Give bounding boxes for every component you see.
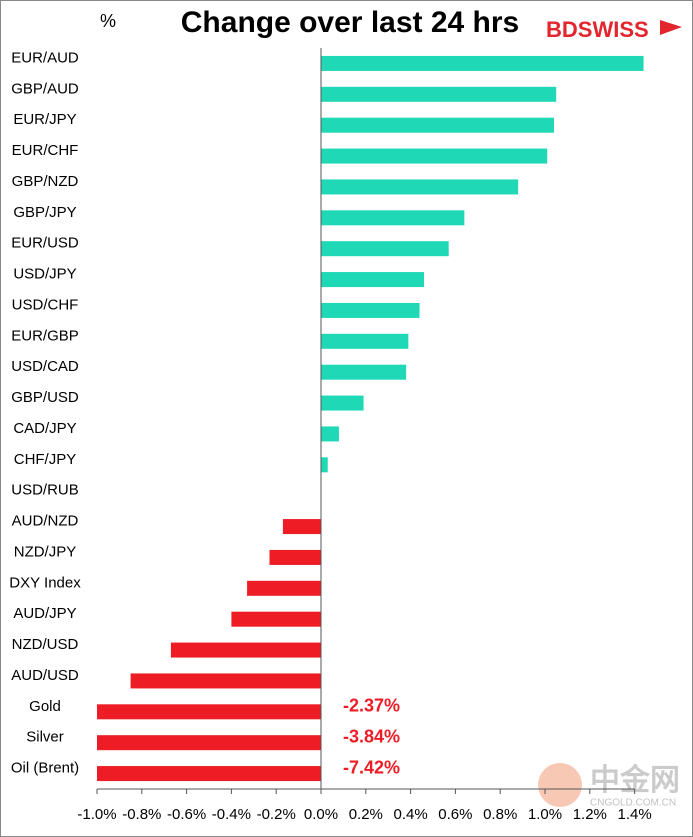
x-tick-label: -0.8% [122, 806, 161, 823]
bar [321, 426, 339, 442]
logo-mark [660, 20, 682, 35]
category-label: Oil (Brent) [11, 760, 79, 777]
category-label: USD/RUB [11, 482, 79, 499]
x-tick-label: 0.4% [393, 806, 427, 823]
x-tick-label: 0.0% [304, 806, 338, 823]
bar [321, 148, 548, 164]
category-label: EUR/CHF [12, 142, 79, 159]
chart-title: Change over last 24 hrs [181, 6, 519, 39]
bar [321, 457, 328, 473]
bar [321, 86, 557, 102]
category-label: Gold [29, 698, 61, 715]
category-label: GBP/NZD [12, 173, 79, 190]
bar [130, 673, 321, 689]
category-label: CHF/JPY [14, 451, 77, 468]
bar [97, 704, 321, 720]
category-label: NZD/JPY [14, 543, 77, 560]
x-tick-label: -1.0% [77, 806, 116, 823]
category-label: CAD/JPY [13, 420, 76, 437]
bar [321, 272, 425, 288]
bar [97, 735, 321, 751]
category-label: GBP/USD [11, 389, 79, 406]
bar [97, 766, 321, 782]
category-label: DXY Index [9, 574, 81, 591]
bar [231, 611, 321, 627]
category-label: Silver [26, 729, 64, 746]
value-label: -3.84% [343, 726, 400, 746]
bar [170, 642, 321, 658]
category-label: EUR/GBP [11, 327, 79, 344]
watermark-icon [538, 763, 582, 807]
plot-area [97, 55, 644, 782]
value-label: -2.37% [343, 696, 400, 716]
category-label: USD/JPY [13, 266, 76, 283]
x-tick-label: -0.4% [212, 806, 251, 823]
bar [321, 179, 519, 195]
x-tick-label: 0.2% [349, 806, 383, 823]
category-label: USD/CHF [12, 296, 79, 313]
bar [321, 241, 449, 257]
bar [321, 117, 554, 133]
category-label: AUD/JPY [13, 605, 76, 622]
x-tick-label: 0.6% [438, 806, 472, 823]
x-tick-label: 1.2% [573, 806, 607, 823]
unit-label: % [100, 11, 116, 31]
category-label: EUR/USD [11, 235, 79, 252]
x-tick-label: 1.4% [617, 806, 651, 823]
category-label: AUD/USD [11, 667, 79, 684]
logo: BDSWISS [546, 17, 649, 42]
watermark: CNGOLD.COM.CN [590, 798, 676, 809]
category-label: NZD/USD [12, 636, 79, 653]
bar [321, 395, 364, 411]
bar [321, 302, 420, 318]
bar [321, 333, 409, 349]
bar [282, 519, 321, 535]
category-label: USD/CAD [11, 358, 79, 375]
category-label: EUR/AUD [11, 49, 79, 66]
bar [321, 210, 465, 226]
x-tick-label: -0.2% [257, 806, 296, 823]
bar [269, 549, 321, 565]
bar [321, 364, 407, 380]
x-tick-label: 1.0% [528, 806, 562, 823]
value-label: -7.42% [343, 757, 400, 777]
category-label: GBP/AUD [11, 80, 79, 97]
category-label: EUR/JPY [13, 111, 76, 128]
bar [321, 55, 644, 71]
category-label: GBP/JPY [13, 204, 76, 221]
x-tick-label: 0.8% [483, 806, 517, 823]
bar [247, 580, 321, 596]
category-label: AUD/NZD [12, 513, 79, 530]
x-tick-label: -0.6% [167, 806, 206, 823]
